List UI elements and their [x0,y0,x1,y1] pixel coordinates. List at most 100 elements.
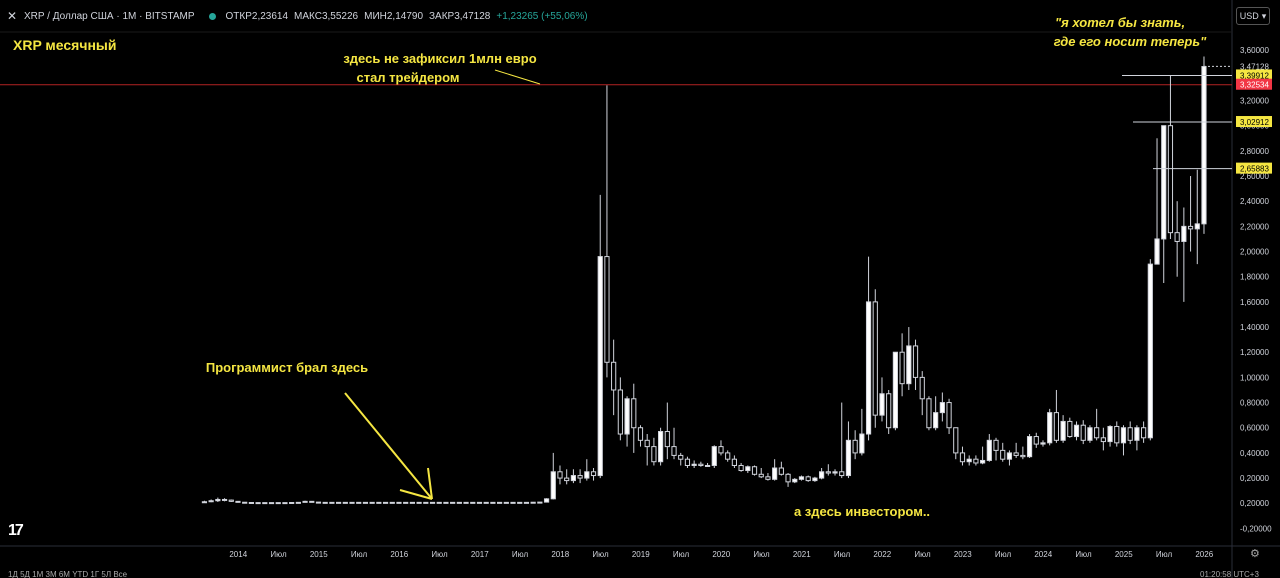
y-tick-label: 0,80000 [1240,399,1269,408]
ohlc-open: ОТКР2,23614 [225,10,289,22]
gear-icon[interactable]: ⚙ [1250,548,1260,560]
candle-body [859,433,865,454]
candle-body [664,431,670,448]
candle-body [986,439,992,461]
candle-body [725,452,731,460]
candle-body [792,478,798,483]
candle-body [959,452,966,463]
candle-body [295,501,301,504]
candle-body [845,439,852,477]
candle-body [1127,427,1133,441]
candle-body [248,501,254,504]
candle-body [1047,412,1053,444]
x-tick-label: Июл [270,550,287,559]
x-tick-label: 2019 [632,550,650,559]
candle-body [1194,223,1200,230]
x-tick-label: Июл [834,550,851,559]
x-tick-label: Июл [1156,550,1173,559]
candle-body [382,501,389,504]
candle-body [651,446,657,463]
candle-body [570,475,576,482]
ohlc-low: МИН2,14790 [364,10,424,22]
candle-body [342,501,348,504]
candle-body [1067,420,1073,438]
x-tick-label: Июл [995,550,1012,559]
candle-body [403,501,409,504]
candle-body [470,501,476,504]
candle-body [376,501,382,504]
price-label-bg [1236,78,1272,90]
candle-body [899,351,905,385]
candle-body [939,402,945,414]
candle-body [980,459,986,464]
candle-body [1147,263,1153,439]
annotation-became-trader: стал трейдером [356,70,459,85]
candle-body [906,345,912,385]
symbol-title[interactable]: XRP / Доллар США · 1M · BITSTAMP [24,10,195,22]
candle-body [798,476,805,480]
candle-body [684,458,691,466]
candle-body [758,473,764,478]
x-tick-label: 2021 [793,550,811,559]
candle-body [839,471,845,477]
candle-body [389,501,395,504]
candle-body [597,256,603,477]
x-tick-label: Июл [351,550,368,559]
candle-body [1201,66,1207,225]
candle-body [933,412,939,429]
y-tick-label: 3,60000 [1240,46,1269,55]
candle-body [704,464,711,467]
footer-time: 01:20:58 UTC+3 [1200,570,1259,578]
y-tick-label: 1,20000 [1240,348,1269,357]
annotation-programmer: Программист брал здесь [206,360,368,375]
close-icon[interactable]: ✕ [6,9,18,23]
candle-body [698,463,704,466]
currency-select[interactable]: USD ▾ [1236,7,1270,25]
candle-body [1013,452,1019,456]
y-tick-label: 1,60000 [1240,298,1269,307]
candle-body [658,431,664,463]
y-tick-label: 1,80000 [1240,273,1269,282]
candle-body [745,466,751,472]
candle-body [530,501,536,504]
candle-body [483,501,489,504]
y-tick-label: 2,80000 [1240,147,1269,156]
candle-body [1094,427,1100,439]
candle-body [282,502,288,505]
y-tick-label: -0,20000 [1240,524,1272,533]
candle-body [523,501,530,504]
candle-body [329,501,335,504]
price-label: 3,39912 [1240,71,1269,80]
x-tick-label: Июл [914,550,931,559]
x-tick-label: Июл [431,550,448,559]
price-label: 3,32534 [1240,81,1269,90]
candle-body [1161,125,1167,240]
candle-body [1087,427,1093,441]
candle-body [215,498,221,502]
candle-body [349,501,355,504]
candle-body [221,498,228,501]
candle-body [912,345,919,378]
candle-body [309,500,315,503]
candle-body [1026,436,1033,458]
candle-body [993,439,999,451]
candle-body [268,502,275,505]
candle-body [1187,225,1194,230]
price-label-bg [1236,162,1272,174]
ohlc-close: ЗАКР3,47128 [429,10,491,22]
candle-body [510,501,516,504]
annotation-quote-2: где его носит теперь" [1054,34,1207,49]
x-tick-label: 2024 [1034,550,1052,559]
y-tick-label: 2,40000 [1240,197,1269,206]
ohlc-high: МАКС3,55226 [294,10,359,22]
candle-body [1114,425,1120,444]
candle-body [255,502,261,505]
annotation-not-fixed: здесь не зафиксил 1млн евро [343,51,536,66]
candle-body [973,458,979,464]
chart-header: ✕ XRP / Доллар США · 1M · BITSTAMP ОТКР2… [0,0,1232,32]
candle-body [262,502,268,505]
period-buttons[interactable]: 1Д 5Д 1М 3М 6М YTD 1Г 5Л Все [8,570,128,578]
candle-body [879,393,885,416]
candle-body [490,501,496,504]
